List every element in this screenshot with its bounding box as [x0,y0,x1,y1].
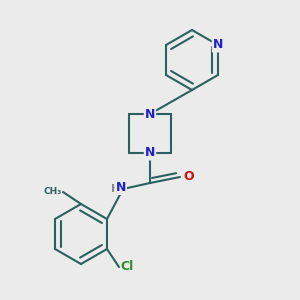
Text: Cl: Cl [121,260,134,274]
Text: N: N [145,146,155,160]
Text: N: N [145,107,155,121]
Text: H: H [111,184,120,194]
Text: CH₃: CH₃ [43,188,62,196]
Text: N: N [213,38,223,52]
Text: N: N [116,181,126,194]
Text: O: O [183,170,194,184]
